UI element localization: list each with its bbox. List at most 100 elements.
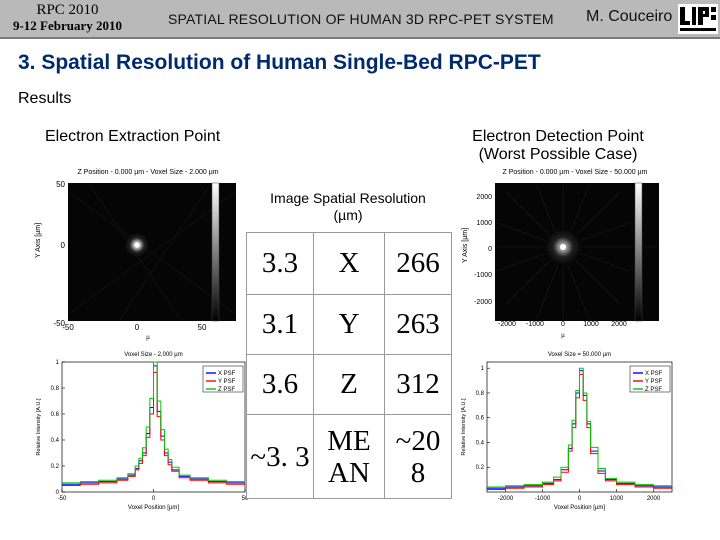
y-tick-label: 1 (481, 366, 485, 372)
table-cell: 312 (384, 354, 452, 415)
legend-label: Z PSF (645, 387, 662, 393)
conference-block: RPC 2010 9-12 February 2010 (0, 2, 135, 34)
legend-label: Y PSF (645, 379, 663, 385)
y-tick-label: 0.6 (51, 412, 60, 418)
image-title: Z Position - 0.000 µm - Voxel Size - 2.0… (77, 169, 218, 176)
xtick-left: -50 (62, 323, 74, 332)
table-cell: Z (313, 354, 385, 415)
xtick-0: 0 (561, 321, 565, 328)
slide-header (0, 0, 720, 38)
resolution-table-title-line2: (µm) (333, 207, 363, 223)
x-tick-label: -1000 (535, 496, 551, 502)
image-detection-2d: Z Position - 0.000 µm - Voxel Size - 50.… (457, 163, 682, 341)
image-xlabel: µ (146, 335, 150, 341)
ytick-2000: 2000 (476, 194, 492, 201)
x-tick-label: 0 (578, 496, 582, 502)
lip-logo-icon (678, 4, 718, 34)
header-title: SPATIAL RESOLUTION OF HUMAN 3D RPC-PET S… (168, 11, 554, 27)
electron-extraction-label: Electron Extraction Point (45, 128, 221, 145)
conference-dates: 9-12 February 2010 (12, 18, 123, 33)
y-tick-label: 0 (56, 490, 60, 496)
colorbar (634, 182, 643, 322)
table-cell: 3.1 (246, 294, 314, 355)
xtick-2000: 2000 (611, 321, 627, 328)
ytick-1000: 1000 (476, 220, 492, 227)
psf-center (560, 244, 566, 250)
chart-title: Voxel Size - 2.000 µm (124, 352, 183, 358)
image-ylabel: Y Axis [µm] (35, 223, 42, 258)
electron-detection-label-line1: Electron Detection Point (472, 128, 644, 145)
colorbar (211, 182, 220, 322)
table-cell: ME AN (313, 414, 385, 499)
x-axis-label: Voxel Position [µm] (554, 505, 605, 511)
legend-label: Y PSF (218, 379, 236, 385)
resolution-table-title-line1: Image Spatial Resolution (270, 190, 426, 206)
chart-title: Voxel Size = 50.000 µm (548, 352, 611, 358)
legend-label: Z PSF (218, 387, 235, 393)
slide-heading: 3. Spatial Resolution of Human Single-Be… (18, 51, 541, 74)
table-row: 3.6 Z 312 (246, 354, 452, 415)
xtick-neg1000: -1000 (526, 321, 544, 328)
ytick-mid: 0 (61, 241, 66, 250)
table-cell: ~3. 3 (246, 414, 314, 499)
y-tick-label: 0.8 (476, 391, 485, 397)
image-ylabel: Y Axis [µm] (462, 228, 469, 263)
resolution-table: 3.3 X 266 3.1 Y 263 3.6 Z 312 ~3. 3 ME A… (246, 232, 452, 499)
table-cell: 3.6 (246, 354, 314, 415)
xtick-neg2000: -2000 (498, 321, 516, 328)
table-cell: X (313, 232, 385, 295)
image-frame (68, 183, 236, 321)
series-line-z-psf (62, 361, 246, 484)
legend-box (202, 365, 244, 393)
x-axis-label: Voxel Position [µm] (128, 505, 179, 511)
y-tick-label: 0.6 (476, 416, 485, 422)
table-row: ~3. 3 ME AN ~20 8 (246, 414, 452, 499)
author-name: M. Couceiro (586, 8, 673, 25)
x-tick-label: -2000 (498, 496, 514, 502)
xtick-right: 50 (198, 323, 207, 332)
x-tick-label: 50 (242, 496, 249, 502)
legend-label: X PSF (645, 371, 663, 377)
electron-detection-label-line2: (Worst Possible Case) (478, 146, 638, 163)
table-cell: 263 (384, 294, 452, 355)
psf-chart-detection: Voxel Size = 50.000 µm 0.2 0.4 0.6 0.8 1 -2000… (455, 346, 682, 518)
y-tick-label: 0.2 (476, 465, 485, 471)
y-tick-label: 0.4 (476, 440, 485, 446)
x-tick-label: 1000 (610, 496, 624, 502)
x-tick-label: -50 (58, 496, 67, 502)
header-divider (0, 37, 720, 39)
image-xlabel: µ (561, 333, 565, 339)
y-axis-label: Relative Intensity [A.U.] (461, 398, 467, 456)
image-extraction-2d: Z Position - 0.000 µm - Voxel Size - 2.0… (30, 163, 255, 341)
table-row: 3.3 X 266 (246, 232, 452, 295)
ytick-neg1000: -1000 (474, 272, 492, 279)
y-tick-label: 1 (56, 360, 60, 366)
ytick-bottom: -50 (53, 319, 65, 328)
ytick-neg2000: -2000 (474, 299, 492, 306)
y-tick-label: 0.4 (51, 438, 60, 444)
image-title: Z Position - 0.000 µm - Voxel Size - 50.… (502, 169, 647, 176)
ytick-top: 50 (56, 180, 65, 189)
table-cell: ~20 8 (384, 414, 452, 499)
resolution-table-title: Image Spatial Resolution (µm) (246, 190, 450, 224)
ytick-0: 0 (488, 246, 492, 253)
table-cell: 266 (384, 232, 452, 295)
table-row: 3.1 Y 263 (246, 294, 452, 355)
electron-detection-label: Electron Detection Point (Worst Possible… (440, 128, 676, 164)
x-tick-label: 2000 (647, 496, 661, 502)
legend-label: X PSF (218, 371, 236, 377)
y-axis-label: Relative Intensity [A.U.] (36, 398, 42, 456)
x-tick-label: 0 (152, 496, 156, 502)
psf-center (134, 242, 140, 248)
y-tick-label: 0.8 (51, 386, 60, 392)
series-line-z-psf (487, 367, 673, 488)
xtick-mid: 0 (135, 323, 140, 332)
y-tick-label: 0.2 (51, 464, 60, 470)
table-cell: Y (313, 294, 385, 355)
table-cell: 3.3 (246, 232, 314, 295)
conference-name: RPC 2010 (36, 2, 99, 18)
legend-box (629, 365, 671, 393)
xtick-1000: 1000 (583, 321, 599, 328)
results-label: Results (18, 90, 72, 107)
